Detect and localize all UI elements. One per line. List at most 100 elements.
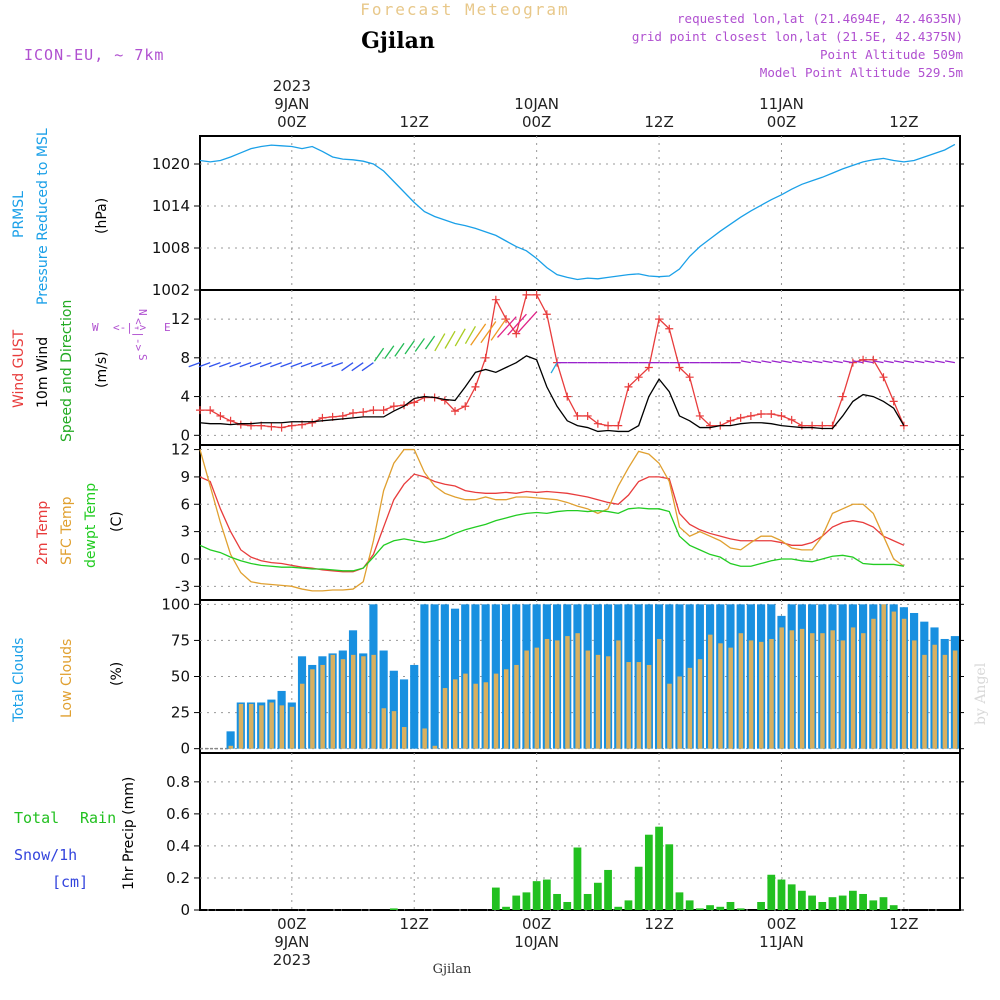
wind-arrow — [208, 362, 221, 368]
low-cloud-bar — [340, 659, 346, 749]
gust-marker — [797, 421, 806, 430]
gust-marker — [624, 382, 633, 391]
rain-bar — [685, 900, 694, 910]
wind-arrow — [229, 362, 242, 368]
rain-bar — [798, 890, 806, 910]
wind-arrow — [832, 360, 843, 364]
wind-arrow — [914, 360, 925, 364]
total-cloud-bar — [379, 650, 388, 749]
wind-arrow — [771, 360, 782, 364]
legend-snow-unit: [cm] — [52, 873, 88, 891]
total-cloud-bar — [471, 604, 480, 749]
gust-marker — [746, 411, 755, 420]
wind-arrow — [280, 362, 293, 368]
low-cloud-bar — [310, 669, 315, 749]
low-cloud-bar — [422, 728, 427, 749]
low-cloud-bar — [799, 628, 805, 749]
gust-marker — [665, 324, 674, 333]
gust-marker — [287, 421, 296, 430]
low-cloud-bar — [636, 662, 642, 749]
time-label: 00Z — [522, 915, 551, 933]
gust-marker — [879, 373, 888, 382]
rain-bar — [512, 895, 521, 910]
wind-arrow — [219, 362, 231, 368]
compass-w: W — [92, 321, 99, 334]
wind-arrow — [404, 340, 415, 355]
wind-arrow — [842, 360, 853, 364]
rain-bar — [889, 905, 898, 910]
time-label: 9JAN — [274, 933, 309, 951]
clouds-ytick-label: 75 — [171, 631, 190, 649]
total-cloud-bar — [481, 604, 490, 749]
rain-bar — [624, 900, 633, 910]
total-cloud-bar — [665, 604, 674, 749]
wind-arrow — [791, 360, 802, 364]
gust-marker — [583, 411, 592, 420]
wind-arrow — [497, 316, 517, 338]
temperature-ytick-label: 0 — [180, 550, 190, 568]
wind-arrow — [300, 362, 313, 368]
wind-arrow — [361, 362, 374, 372]
gust-marker — [655, 315, 664, 324]
wind-arrow — [893, 360, 905, 364]
temperature-ytick-label: -3 — [175, 577, 190, 595]
low-cloud-bar — [401, 727, 407, 749]
compass-ns-arrow: <-|-> — [132, 318, 145, 351]
gust-marker — [787, 415, 796, 424]
time-label: 12Z — [644, 113, 673, 131]
rain-bar — [593, 882, 602, 910]
wind-arrow — [822, 360, 833, 364]
time-label: 00Z — [277, 113, 306, 131]
wind-arrow — [394, 342, 405, 357]
wind-arrow — [331, 362, 344, 368]
low-cloud-bar — [289, 706, 295, 749]
precip-ytick-label: 0.6 — [166, 805, 190, 823]
low-cloud-bar — [534, 647, 540, 749]
low-cloud-bar — [279, 705, 285, 749]
rain-bar — [522, 892, 531, 910]
wind-arrow — [351, 362, 364, 372]
rain-bar — [563, 901, 572, 910]
rain-bar — [706, 905, 714, 910]
rain-bar — [787, 884, 796, 910]
low-cloud-bar — [840, 640, 846, 749]
rain-bar — [859, 893, 867, 910]
rain-bar — [491, 887, 500, 910]
time-label: 12Z — [644, 915, 673, 933]
low-cloud-bar — [228, 745, 234, 749]
time-label: 12Z — [400, 113, 429, 131]
gust-marker — [593, 419, 602, 428]
rain-bar — [838, 895, 847, 910]
low-cloud-bar — [381, 708, 387, 749]
gust-marker — [675, 363, 684, 372]
panel-clouds: 0 25 50 75 100 — [161, 595, 964, 758]
panel-precip: 0 0.2 0.4 0.6 0.8 — [166, 752, 964, 919]
temp-label-2m: 2m Temp — [35, 501, 51, 565]
wind-arrow — [781, 360, 792, 364]
low-cloud-bar — [595, 654, 601, 749]
time-label: 10JAN — [514, 95, 559, 113]
low-cloud-bar — [657, 638, 662, 749]
precip-ytick-label: 0.8 — [166, 773, 190, 791]
wind-arrow — [470, 323, 487, 346]
pressure-ytick-label: 1002 — [152, 281, 190, 299]
rain-bar — [532, 881, 541, 910]
gust-marker — [542, 310, 551, 319]
wind-arrow — [740, 360, 751, 364]
low-cloud-bar — [789, 630, 795, 749]
rain-bar — [767, 874, 776, 910]
wind-arrow — [853, 360, 864, 364]
pressure-unit: (hPa) — [94, 198, 110, 234]
low-cloud-bar — [432, 745, 438, 749]
gust-marker — [400, 401, 409, 410]
pressure-pressure-line — [199, 143, 956, 281]
wind-arrow — [424, 335, 436, 350]
temp-label-sfc: SFC Temp — [59, 496, 75, 565]
time-label: 10JAN — [514, 933, 559, 951]
low-cloud-bar — [708, 634, 713, 749]
wind-arrow — [490, 318, 507, 341]
wind-arrow — [480, 321, 497, 344]
low-cloud-bar — [585, 650, 591, 749]
wind-arrow — [249, 362, 262, 368]
